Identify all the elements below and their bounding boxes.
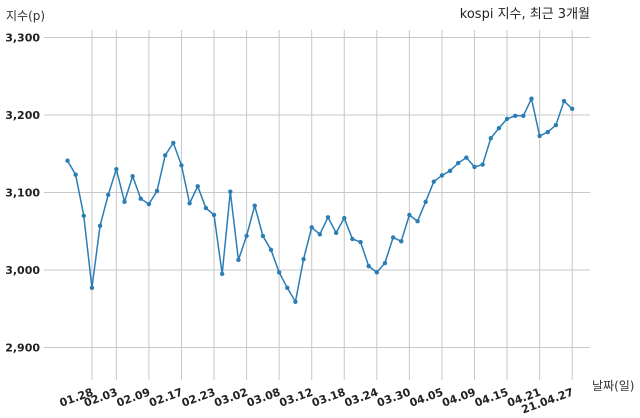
data-point <box>89 285 95 291</box>
data-point <box>529 96 534 101</box>
data-point <box>366 263 371 269</box>
y-ticks: 2,900 3,000 3,100 3,200 3,300 <box>5 32 40 355</box>
data-point <box>130 174 135 179</box>
y-tick-label: 3,100 <box>5 187 40 200</box>
data-point <box>244 233 249 239</box>
data-point <box>545 129 550 135</box>
grid <box>44 30 590 380</box>
data-point <box>146 201 152 207</box>
y-tick-label: 3,000 <box>5 264 40 277</box>
data-point <box>252 203 257 208</box>
y-tick-label: 3,300 <box>5 32 40 45</box>
data-point <box>260 233 266 239</box>
data-point <box>179 163 184 168</box>
data-point <box>439 173 445 178</box>
data-point <box>309 225 314 230</box>
data-point <box>504 116 510 122</box>
x-axis-label: 날짜(일) <box>592 379 634 393</box>
series-line <box>66 96 573 304</box>
series-kospi <box>65 96 575 304</box>
data-point <box>480 162 485 167</box>
data-point <box>285 285 290 291</box>
data-point <box>228 189 233 194</box>
x-ticks: 01.2802.0302.0902.1702.2303.0203.0803.12… <box>58 385 575 416</box>
data-point <box>195 184 200 189</box>
data-point <box>301 256 306 262</box>
data-point <box>569 106 575 112</box>
data-point <box>219 271 225 277</box>
data-point <box>342 215 347 221</box>
data-point <box>187 201 192 206</box>
data-point <box>431 179 436 184</box>
data-point <box>488 136 493 141</box>
data-point <box>521 113 526 118</box>
data-point <box>81 213 86 218</box>
data-point <box>317 232 323 237</box>
data-point <box>114 167 119 172</box>
data-point <box>325 215 331 220</box>
data-point <box>456 160 461 166</box>
data-point <box>236 257 241 263</box>
data-point <box>276 270 282 275</box>
data-point <box>162 153 168 158</box>
y-tick-label: 3,200 <box>5 109 40 122</box>
data-point <box>203 205 209 211</box>
data-point <box>553 122 559 128</box>
data-point <box>138 196 143 201</box>
data-point <box>496 125 502 131</box>
data-point <box>268 247 274 253</box>
data-point <box>97 223 103 229</box>
y-tick-label: 2,900 <box>5 342 40 355</box>
data-point <box>537 133 542 139</box>
data-point <box>73 172 78 177</box>
data-point <box>374 270 380 275</box>
data-point <box>382 260 388 266</box>
data-point <box>65 158 70 163</box>
data-point <box>171 140 176 146</box>
chart-title: kospi 지수, 최근 3개월 <box>460 7 590 22</box>
data-point <box>333 230 339 235</box>
data-point <box>122 199 127 204</box>
data-point <box>211 212 217 218</box>
data-point <box>293 299 298 304</box>
data-point <box>513 113 518 118</box>
y-axis-label: 지수(p) <box>6 9 45 23</box>
data-point <box>154 188 160 194</box>
data-point <box>472 164 477 170</box>
data-point <box>464 155 469 160</box>
data-point <box>358 239 363 245</box>
data-point <box>390 235 396 240</box>
data-point <box>407 212 412 218</box>
data-point <box>106 192 111 198</box>
data-point <box>350 236 355 242</box>
data-point <box>561 98 567 104</box>
data-point <box>447 168 453 173</box>
data-point <box>415 218 420 224</box>
data-point <box>399 239 404 244</box>
data-point <box>423 199 428 204</box>
